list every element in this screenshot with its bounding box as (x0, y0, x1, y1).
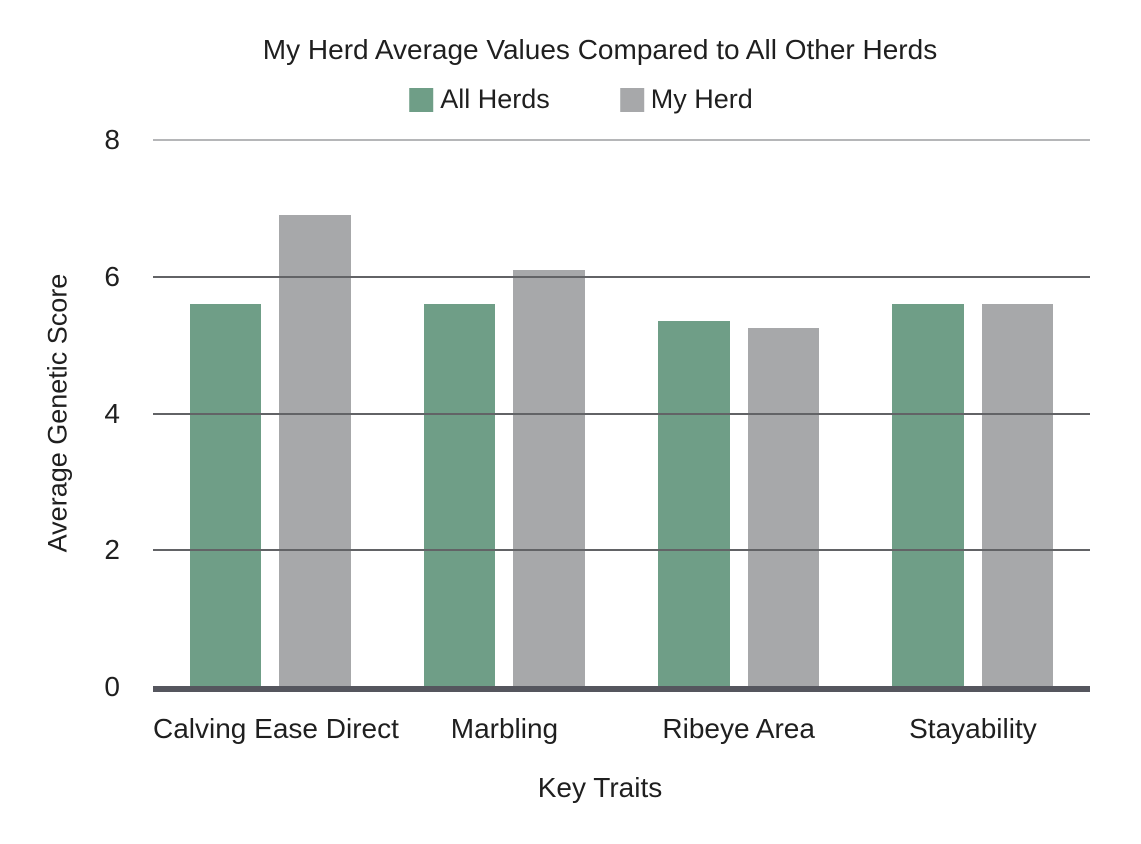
y-tick-4: 4 (104, 397, 120, 429)
bar-all-herds-ribeye-area[interactable] (658, 321, 730, 687)
y-tick-8: 8 (104, 124, 120, 155)
gridline-4 (153, 412, 1090, 415)
bar-all-herds-calving-ease-direct[interactable] (189, 304, 262, 687)
chart-title: My Herd Average Values Compared to All O… (262, 34, 938, 65)
bar-my-herd-stayability[interactable] (981, 304, 1054, 687)
bar-all-herds-stayability[interactable] (892, 304, 964, 687)
bar-my-herd-calving-ease-direct[interactable] (279, 215, 351, 687)
legend-swatch-all-herds (409, 87, 434, 112)
y-tick-6: 6 (104, 260, 120, 292)
x-axis-line (153, 686, 1090, 692)
gridline-2 (153, 549, 1090, 552)
plot-area (153, 139, 1090, 687)
bar-my-herd-ribeye-area[interactable] (747, 328, 820, 687)
x-axis-title: Key Traits (537, 772, 663, 803)
y-tick-0: 0 (104, 671, 120, 702)
legend-swatch-my-herd (619, 87, 644, 112)
legend-item-all-herds: All Herds (409, 86, 550, 113)
x-label-marbling: Marbling (450, 713, 559, 744)
x-label-stayability: Stayability (909, 713, 1037, 744)
y-tick-2: 2 (104, 534, 120, 566)
legend-label-all-herds: All Herds (440, 84, 550, 114)
legend-label-my-herd: My Herd (650, 84, 753, 114)
legend: All Herds My Herd (409, 86, 753, 113)
legend-item-my-herd: My Herd (619, 84, 753, 114)
bar-all-herds-marbling[interactable] (423, 304, 496, 687)
bar-my-herd-marbling[interactable] (513, 269, 585, 687)
x-label-ribeye-area: Ribeye Area (662, 713, 815, 744)
gridline-8 (153, 139, 1090, 141)
gridline-6 (153, 275, 1090, 278)
x-label-calving-ease-direct: Calving Ease Direct (153, 713, 399, 744)
